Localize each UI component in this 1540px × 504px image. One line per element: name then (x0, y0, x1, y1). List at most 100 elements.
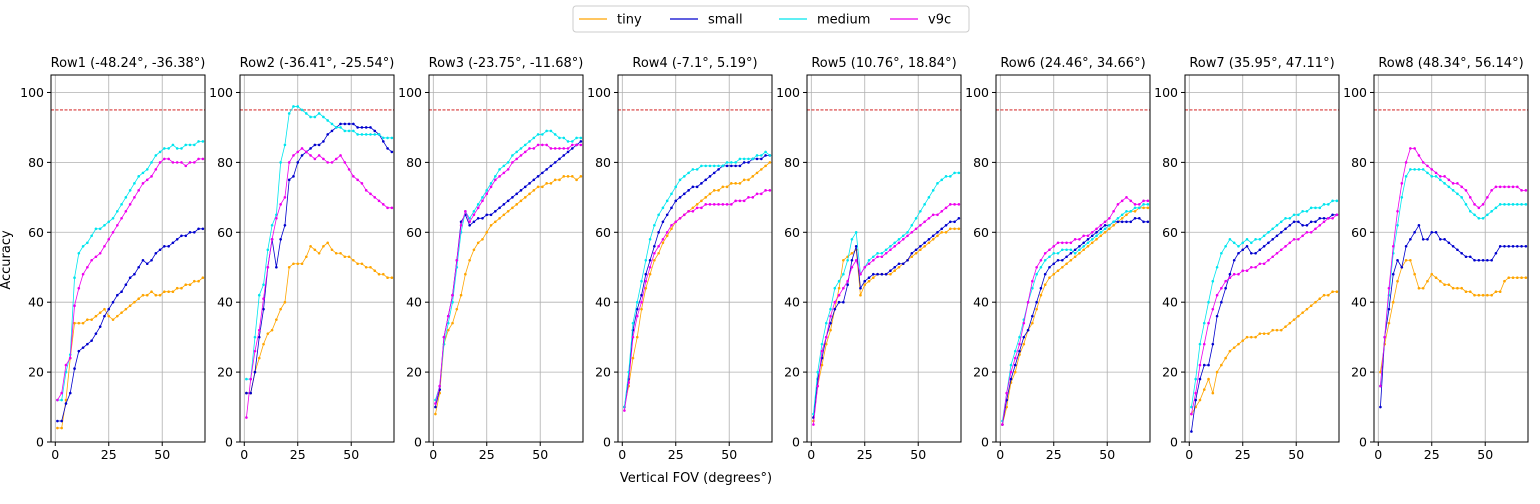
x-tick-label: 0 (240, 447, 248, 462)
point-small (1498, 244, 1502, 248)
point-v9c (1061, 241, 1064, 245)
point-v9c (1524, 189, 1528, 192)
point-tiny (1464, 290, 1468, 294)
point-small (1413, 230, 1416, 234)
point-v9c (1125, 196, 1128, 199)
point-medium (927, 196, 931, 199)
y-tick-label: 20 (1351, 365, 1367, 380)
point-tiny (485, 230, 489, 234)
point-v9c (1447, 178, 1451, 182)
point-small (640, 293, 643, 297)
point-v9c (906, 234, 909, 238)
point-tiny (275, 318, 278, 321)
point-medium (764, 150, 767, 154)
point-tiny (1481, 293, 1485, 297)
point-medium (957, 171, 961, 175)
point-v9c (81, 272, 85, 276)
point-medium (1473, 213, 1476, 217)
point-v9c (476, 206, 480, 210)
point-tiny (283, 300, 287, 304)
point-medium (665, 199, 669, 203)
point-v9c (1490, 189, 1493, 192)
point-tiny (1279, 328, 1283, 332)
point-v9c (712, 203, 716, 206)
point-tiny (657, 251, 660, 255)
point-v9c (640, 300, 643, 304)
point-tiny (1112, 224, 1115, 227)
point-small (511, 196, 514, 199)
point-small (1103, 224, 1107, 227)
point-v9c (133, 196, 136, 199)
point-v9c (730, 203, 733, 206)
x-tick-label: 50 (721, 447, 737, 462)
x-tick-label: 50 (343, 447, 359, 462)
point-v9c (1288, 241, 1292, 245)
point-small (1434, 230, 1438, 234)
point-small (68, 391, 72, 395)
point-small (712, 171, 716, 175)
point-tiny (1443, 283, 1446, 287)
point-small (257, 335, 261, 339)
point-tiny (1426, 279, 1429, 283)
point-v9c (1400, 182, 1404, 185)
point-tiny (914, 251, 918, 255)
point-v9c (1035, 265, 1038, 269)
point-v9c (867, 262, 871, 266)
point-small (1069, 251, 1073, 255)
point-small (665, 213, 669, 217)
point-medium (253, 335, 257, 339)
point-small (1120, 220, 1124, 224)
point-small (373, 129, 377, 133)
point-medium (1254, 237, 1257, 241)
point-small (347, 122, 351, 126)
y-tick-label: 80 (406, 155, 422, 170)
y-tick-label: 20 (1162, 365, 1178, 380)
point-medium (1237, 244, 1240, 248)
point-v9c (876, 255, 879, 259)
point-medium (906, 230, 909, 234)
point-medium (279, 161, 282, 164)
point-tiny (1318, 297, 1322, 301)
point-medium (1090, 237, 1094, 241)
point-tiny (760, 168, 763, 171)
point-small (339, 122, 342, 126)
point-tiny (317, 251, 321, 255)
point-medium (949, 175, 952, 178)
point-v9c (197, 157, 200, 161)
point-small (1215, 314, 1219, 318)
point-medium (1524, 203, 1528, 206)
panel-title: Row5 (10.76°, 18.84°) (811, 56, 956, 71)
point-v9c (1309, 230, 1313, 234)
point-tiny (120, 311, 123, 314)
point-small (163, 244, 166, 248)
point-tiny (1228, 349, 1232, 353)
point-v9c (764, 189, 767, 192)
point-small (1125, 220, 1128, 224)
panel-frame (806, 74, 962, 443)
point-v9c (661, 237, 665, 241)
point-small (1052, 262, 1056, 266)
point-tiny (373, 269, 377, 273)
point-small (1258, 248, 1262, 252)
point-medium (872, 255, 875, 259)
point-small (1443, 237, 1446, 241)
point-tiny (944, 230, 948, 234)
point-v9c (511, 161, 514, 164)
point-v9c (1511, 185, 1515, 189)
y-tick-label: 20 (595, 365, 611, 380)
point-medium (1486, 213, 1489, 217)
point-medium (1116, 217, 1120, 220)
panel-title: Row8 (48.34°, 56.14°) (1378, 56, 1523, 71)
point-small (1142, 220, 1145, 224)
point-tiny (1035, 307, 1038, 311)
point-v9c (957, 203, 961, 206)
point-medium (141, 171, 145, 175)
y-tick-label: 80 (1351, 155, 1367, 170)
point-small (1116, 220, 1120, 224)
point-tiny (472, 248, 476, 252)
point-tiny (1142, 206, 1145, 210)
point-v9c (86, 265, 89, 269)
point-small (201, 227, 205, 231)
point-medium (940, 178, 944, 182)
point-medium (1421, 168, 1425, 171)
